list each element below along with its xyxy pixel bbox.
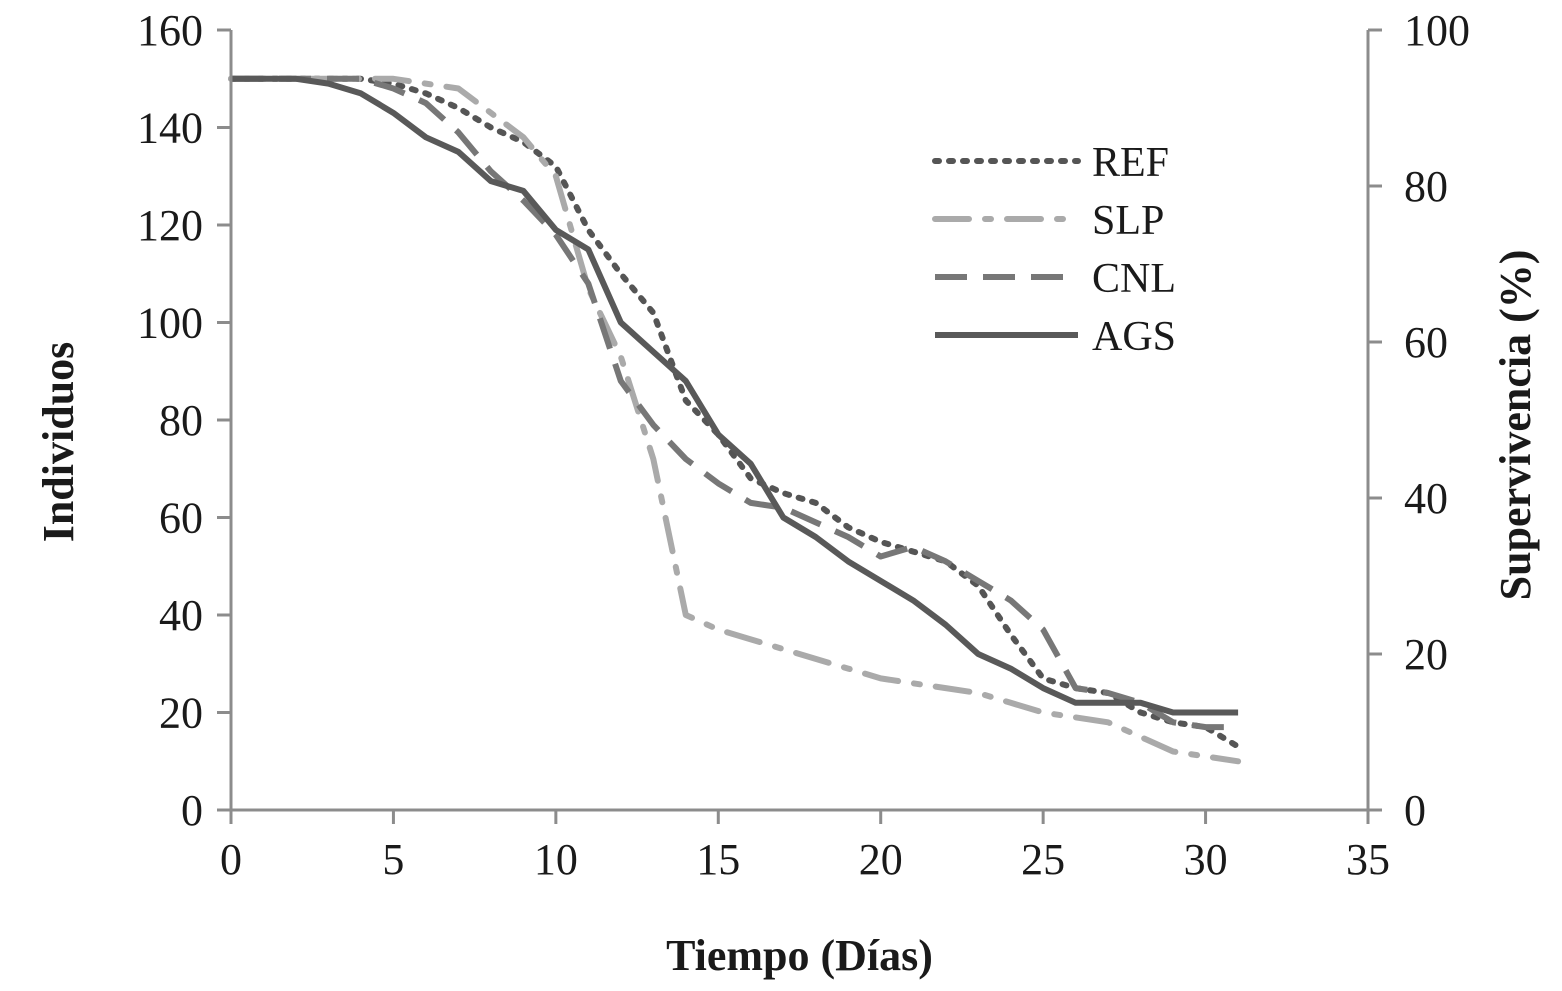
y2-tick-label: 40 — [1404, 474, 1448, 523]
legend-label-cnl: CNL — [1092, 256, 1176, 302]
y2-tick-label: 0 — [1404, 786, 1426, 835]
y-tick-label: 100 — [137, 299, 203, 348]
y-tick-label: 20 — [159, 689, 203, 738]
y-tick-label: 160 — [137, 6, 203, 55]
y2-axis-title: Supervivencia (%) — [1491, 250, 1540, 601]
x-tick-label: 35 — [1346, 835, 1390, 884]
series-layer — [228, 75, 1242, 765]
x-tick-label: 20 — [859, 835, 903, 884]
series-ref-line — [228, 75, 1242, 750]
x-tick-label: 0 — [220, 835, 242, 884]
legend-label-ags: AGS — [1092, 314, 1176, 360]
x-tick-label: 5 — [382, 835, 404, 884]
y-tick-label: 60 — [159, 494, 203, 543]
y-tick-label: 120 — [137, 201, 203, 250]
legend: REF SLP CNL AGS — [932, 140, 1176, 360]
x-tick-label: 15 — [696, 835, 740, 884]
x-axis-title: Tiempo (Días) — [666, 931, 933, 980]
x-tick-label: 10 — [534, 835, 578, 884]
legend-label-ref: REF — [1092, 140, 1169, 186]
axes-layer: 0 20 40 60 80 100 120 140 160 0 20 40 60 80 100 0 5 10 15 2… — [34, 6, 1540, 980]
y2-tick-label: 20 — [1404, 630, 1448, 679]
legend-label-slp: SLP — [1092, 198, 1164, 244]
y2-tick-label: 100 — [1404, 6, 1470, 55]
y-tick-label: 40 — [159, 591, 203, 640]
y2-tick-label: 60 — [1404, 318, 1448, 367]
y-tick-label: 0 — [181, 786, 203, 835]
y2-tick-label: 80 — [1404, 162, 1448, 211]
series-slp-line — [228, 75, 1242, 765]
y-axis-title: Individuos — [34, 342, 83, 543]
x-tick-label: 30 — [1184, 835, 1228, 884]
x-tick-label: 25 — [1021, 835, 1065, 884]
series-cnl-line — [231, 75, 1239, 731]
series-ags-line — [231, 75, 1239, 716]
y-tick-label: 80 — [159, 396, 203, 445]
y-tick-label: 140 — [137, 104, 203, 153]
